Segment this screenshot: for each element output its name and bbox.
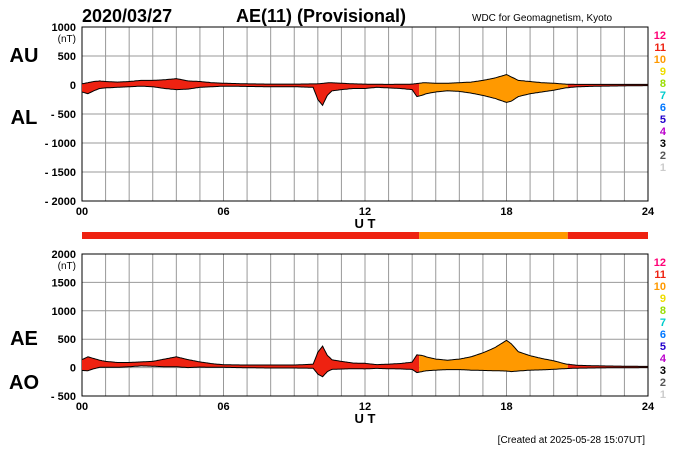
y-tick-label: 1000 bbox=[52, 22, 76, 34]
activity-level-2: 2 bbox=[660, 377, 666, 389]
activity-level-1: 1 bbox=[660, 162, 666, 174]
area-fill-level-11 bbox=[82, 78, 420, 106]
activity-level-10: 10 bbox=[654, 54, 666, 66]
activity-level-10: 10 bbox=[654, 281, 666, 293]
series-label-lower: AL bbox=[11, 107, 38, 129]
activity-level-4: 4 bbox=[660, 353, 667, 365]
series-label-upper: AE bbox=[10, 328, 38, 350]
date-title: 2020/03/27 bbox=[82, 6, 172, 26]
activity-level-segment bbox=[419, 232, 568, 239]
unit-label: (nT) bbox=[58, 34, 76, 45]
x-axis-label: U T bbox=[355, 411, 376, 426]
activity-level-11: 11 bbox=[654, 269, 666, 281]
y-tick-label: 2000 bbox=[52, 249, 76, 261]
y-tick-label: 0 bbox=[70, 363, 76, 375]
y-tick-label: - 500 bbox=[51, 109, 76, 121]
x-axis-label: U T bbox=[355, 216, 376, 231]
x-tick-label: 18 bbox=[500, 401, 512, 413]
upper-envelope-line bbox=[81, 339, 649, 367]
activity-level-3: 3 bbox=[660, 365, 666, 377]
x-tick-label: 06 bbox=[217, 206, 229, 218]
activity-level-8: 8 bbox=[660, 305, 666, 317]
activity-level-5: 5 bbox=[660, 341, 666, 353]
index-title: AE(11) (Provisional) bbox=[236, 6, 406, 26]
activity-level-7: 7 bbox=[660, 90, 666, 102]
activity-level-bar bbox=[82, 232, 648, 239]
series-label-lower: AO bbox=[9, 372, 39, 394]
y-tick-label: 500 bbox=[58, 334, 76, 346]
y-tick-label: 1000 bbox=[52, 306, 76, 318]
unit-label: (nT) bbox=[58, 261, 76, 272]
data-source: WDC for Geomagnetism, Kyoto bbox=[472, 13, 612, 24]
activity-level-7: 7 bbox=[660, 317, 666, 329]
y-tick-label: 500 bbox=[58, 51, 76, 63]
activity-level-5: 5 bbox=[660, 114, 666, 126]
x-tick-label: 24 bbox=[642, 401, 655, 413]
upper-envelope-line bbox=[81, 74, 648, 85]
activity-level-3: 3 bbox=[660, 138, 666, 150]
activity-level-9: 9 bbox=[660, 66, 666, 78]
lower-envelope-line bbox=[81, 85, 648, 107]
activity-level-segment bbox=[567, 232, 648, 239]
y-tick-label: - 1500 bbox=[45, 167, 76, 179]
y-tick-label: - 2000 bbox=[45, 196, 76, 208]
plot-frame bbox=[81, 26, 649, 202]
activity-level-11: 11 bbox=[654, 42, 666, 54]
activity-level-12: 12 bbox=[654, 30, 666, 42]
au-al-chart: 1000 500 0 - 500 - 1000 - 1500 - 2000 (nT) 00 06 1… bbox=[10, 22, 667, 231]
y-tick-label: - 1000 bbox=[45, 138, 76, 150]
x-tick-label: 12 bbox=[359, 401, 371, 413]
activity-level-6: 6 bbox=[660, 102, 666, 114]
activity-level-12: 12 bbox=[654, 257, 666, 269]
created-timestamp: [Created at 2025-05-28 15:07UT] bbox=[498, 435, 646, 446]
y-tick-label: 0 bbox=[70, 80, 76, 92]
plot-frame bbox=[81, 253, 649, 397]
series-label-upper: AU bbox=[10, 45, 39, 67]
activity-level-segment bbox=[82, 232, 420, 239]
x-tick-label: 18 bbox=[500, 206, 512, 218]
x-tick-label: 12 bbox=[359, 206, 371, 218]
lower-envelope-line bbox=[81, 365, 648, 378]
x-tick-label: 06 bbox=[217, 401, 229, 413]
area-fill-level-11 bbox=[82, 346, 420, 377]
y-tick-label: 1500 bbox=[52, 277, 76, 289]
y-tick-label: - 500 bbox=[51, 391, 76, 403]
x-tick-label: 00 bbox=[76, 401, 88, 413]
x-tick-label: 24 bbox=[642, 206, 655, 218]
activity-level-6: 6 bbox=[660, 329, 666, 341]
activity-level-4: 4 bbox=[660, 126, 667, 138]
area-fill-level-10 bbox=[419, 340, 568, 373]
activity-level-8: 8 bbox=[660, 78, 666, 90]
activity-level-1: 1 bbox=[660, 389, 666, 401]
activity-level-9: 9 bbox=[660, 293, 666, 305]
activity-level-2: 2 bbox=[660, 150, 666, 162]
x-tick-label: 00 bbox=[76, 206, 88, 218]
